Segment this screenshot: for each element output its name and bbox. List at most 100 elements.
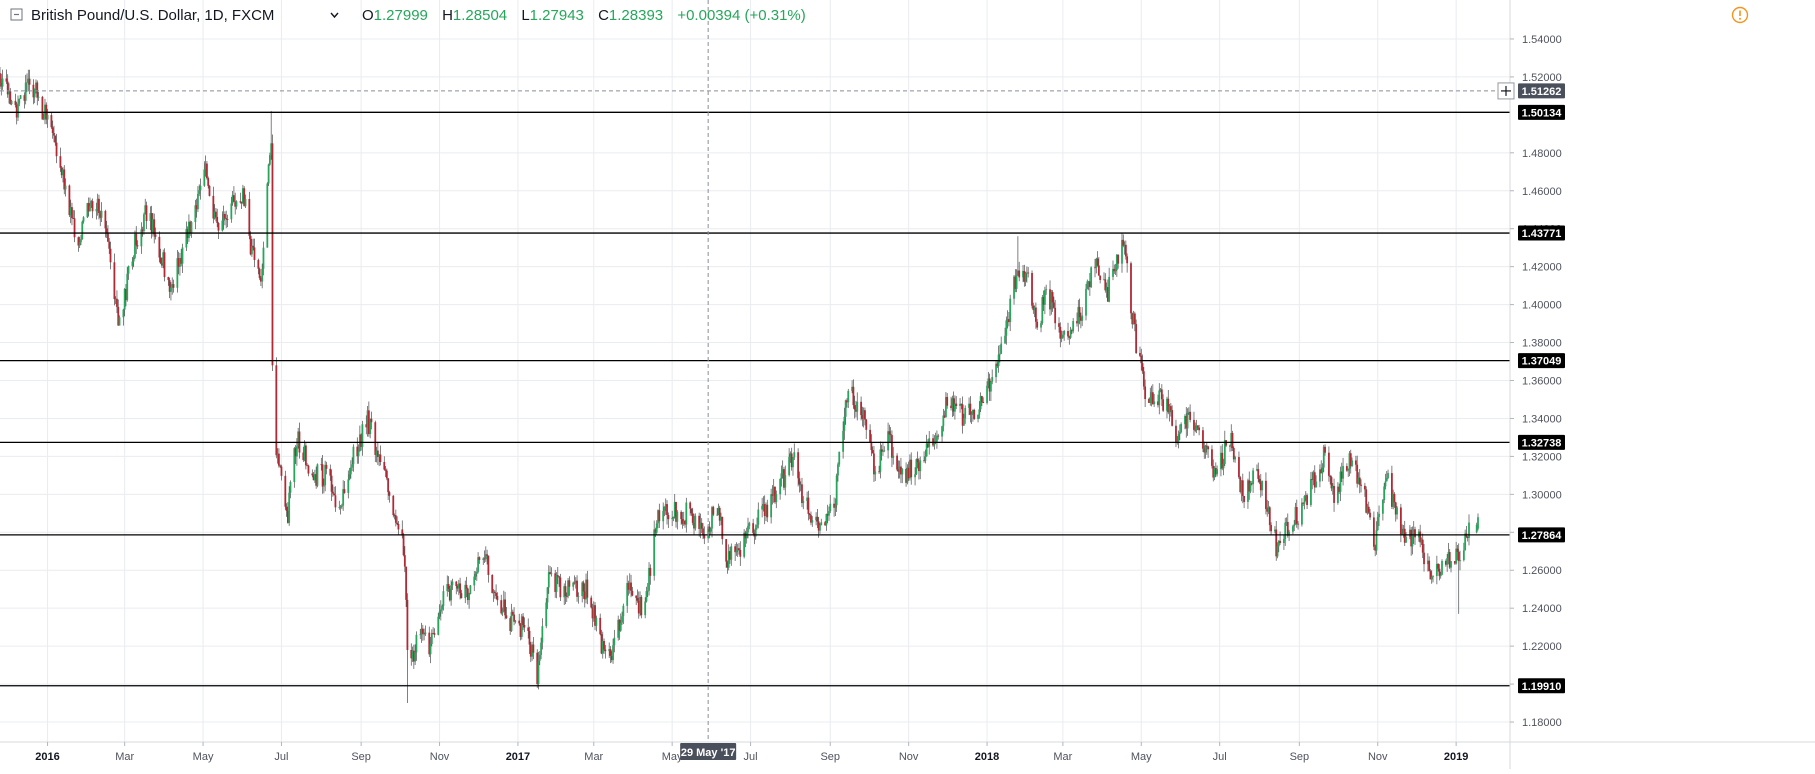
- candle[interactable]: [1457, 543, 1460, 614]
- candle[interactable]: [1177, 430, 1180, 449]
- candle[interactable]: [563, 583, 566, 606]
- candle[interactable]: [177, 251, 180, 275]
- candle[interactable]: [302, 446, 305, 462]
- candle[interactable]: [392, 495, 395, 518]
- candle[interactable]: [558, 575, 560, 587]
- candle[interactable]: [466, 587, 469, 605]
- candle[interactable]: [1447, 542, 1450, 565]
- candle[interactable]: [123, 288, 126, 317]
- candle[interactable]: [96, 193, 99, 216]
- candle[interactable]: [564, 580, 567, 605]
- candle[interactable]: [1025, 266, 1028, 283]
- candle[interactable]: [367, 401, 370, 437]
- candle[interactable]: [591, 603, 594, 628]
- candle[interactable]: [69, 199, 72, 224]
- candle[interactable]: [1096, 251, 1099, 267]
- candle[interactable]: [217, 221, 220, 239]
- candle[interactable]: [116, 290, 118, 314]
- candle[interactable]: [1286, 513, 1289, 538]
- candle[interactable]: [143, 212, 145, 235]
- candle[interactable]: [225, 210, 228, 229]
- candle[interactable]: [852, 379, 855, 409]
- candle[interactable]: [405, 566, 408, 608]
- candle[interactable]: [826, 504, 829, 524]
- candle[interactable]: [626, 575, 629, 613]
- candle[interactable]: [979, 392, 982, 413]
- candle[interactable]: [788, 448, 791, 477]
- candle[interactable]: [622, 603, 625, 625]
- candle[interactable]: [492, 589, 495, 602]
- candle[interactable]: [1464, 529, 1467, 551]
- candle[interactable]: [484, 546, 487, 562]
- candle[interactable]: [71, 202, 73, 226]
- candle[interactable]: [924, 449, 927, 464]
- candle[interactable]: [509, 616, 512, 635]
- candle[interactable]: [765, 502, 767, 521]
- candle[interactable]: [565, 592, 568, 602]
- candle[interactable]: [285, 503, 288, 517]
- candle[interactable]: [824, 520, 827, 526]
- candle[interactable]: [736, 543, 739, 557]
- candle[interactable]: [1426, 553, 1429, 572]
- candle[interactable]: [835, 473, 838, 512]
- candle[interactable]: [1466, 536, 1469, 542]
- candle[interactable]: [428, 626, 431, 657]
- candle[interactable]: [135, 226, 138, 255]
- candle[interactable]: [455, 580, 458, 595]
- candle[interactable]: [77, 236, 80, 252]
- candle[interactable]: [628, 573, 631, 594]
- candle[interactable]: [998, 344, 1001, 363]
- candle[interactable]: [937, 433, 940, 440]
- candle[interactable]: [712, 505, 715, 517]
- candle[interactable]: [415, 631, 418, 661]
- candle[interactable]: [547, 565, 550, 594]
- candle[interactable]: [349, 460, 352, 479]
- candle[interactable]: [320, 457, 323, 471]
- candle[interactable]: [1114, 263, 1117, 276]
- candle[interactable]: [514, 619, 517, 624]
- candle[interactable]: [664, 498, 667, 515]
- candle[interactable]: [1408, 525, 1411, 540]
- candle[interactable]: [144, 198, 147, 215]
- candle[interactable]: [1331, 483, 1334, 495]
- candle[interactable]: [1059, 322, 1062, 348]
- candle[interactable]: [53, 125, 55, 143]
- candle[interactable]: [1123, 241, 1126, 255]
- candle[interactable]: [798, 471, 801, 493]
- candle[interactable]: [609, 646, 612, 664]
- candle[interactable]: [252, 238, 255, 251]
- candle[interactable]: [1022, 265, 1024, 283]
- candle[interactable]: [969, 396, 972, 423]
- candle[interactable]: [537, 651, 540, 690]
- candle[interactable]: [757, 502, 760, 529]
- candle[interactable]: [1381, 498, 1384, 521]
- candle[interactable]: [18, 98, 21, 107]
- candle[interactable]: [1232, 446, 1235, 463]
- candle[interactable]: [1144, 379, 1147, 407]
- candle[interactable]: [1216, 465, 1219, 477]
- candle[interactable]: [204, 155, 207, 177]
- candle[interactable]: [78, 236, 81, 249]
- candle[interactable]: [1375, 521, 1378, 555]
- candle[interactable]: [538, 651, 541, 666]
- candle[interactable]: [954, 395, 956, 420]
- candle[interactable]: [1090, 266, 1093, 288]
- candle[interactable]: [500, 594, 503, 615]
- candle[interactable]: [545, 598, 548, 629]
- candle[interactable]: [457, 579, 460, 596]
- candle[interactable]: [828, 506, 830, 521]
- candle[interactable]: [1204, 444, 1207, 459]
- candle[interactable]: [556, 566, 559, 585]
- candle[interactable]: [1187, 407, 1190, 415]
- candle[interactable]: [289, 480, 292, 499]
- candle[interactable]: [1005, 316, 1008, 345]
- candle[interactable]: [523, 617, 526, 633]
- candle[interactable]: [1087, 280, 1090, 291]
- candle[interactable]: [59, 147, 62, 172]
- candle[interactable]: [1051, 290, 1054, 312]
- candle[interactable]: [23, 92, 26, 109]
- candle[interactable]: [1131, 312, 1134, 329]
- candle[interactable]: [864, 407, 866, 426]
- candle[interactable]: [1369, 508, 1371, 520]
